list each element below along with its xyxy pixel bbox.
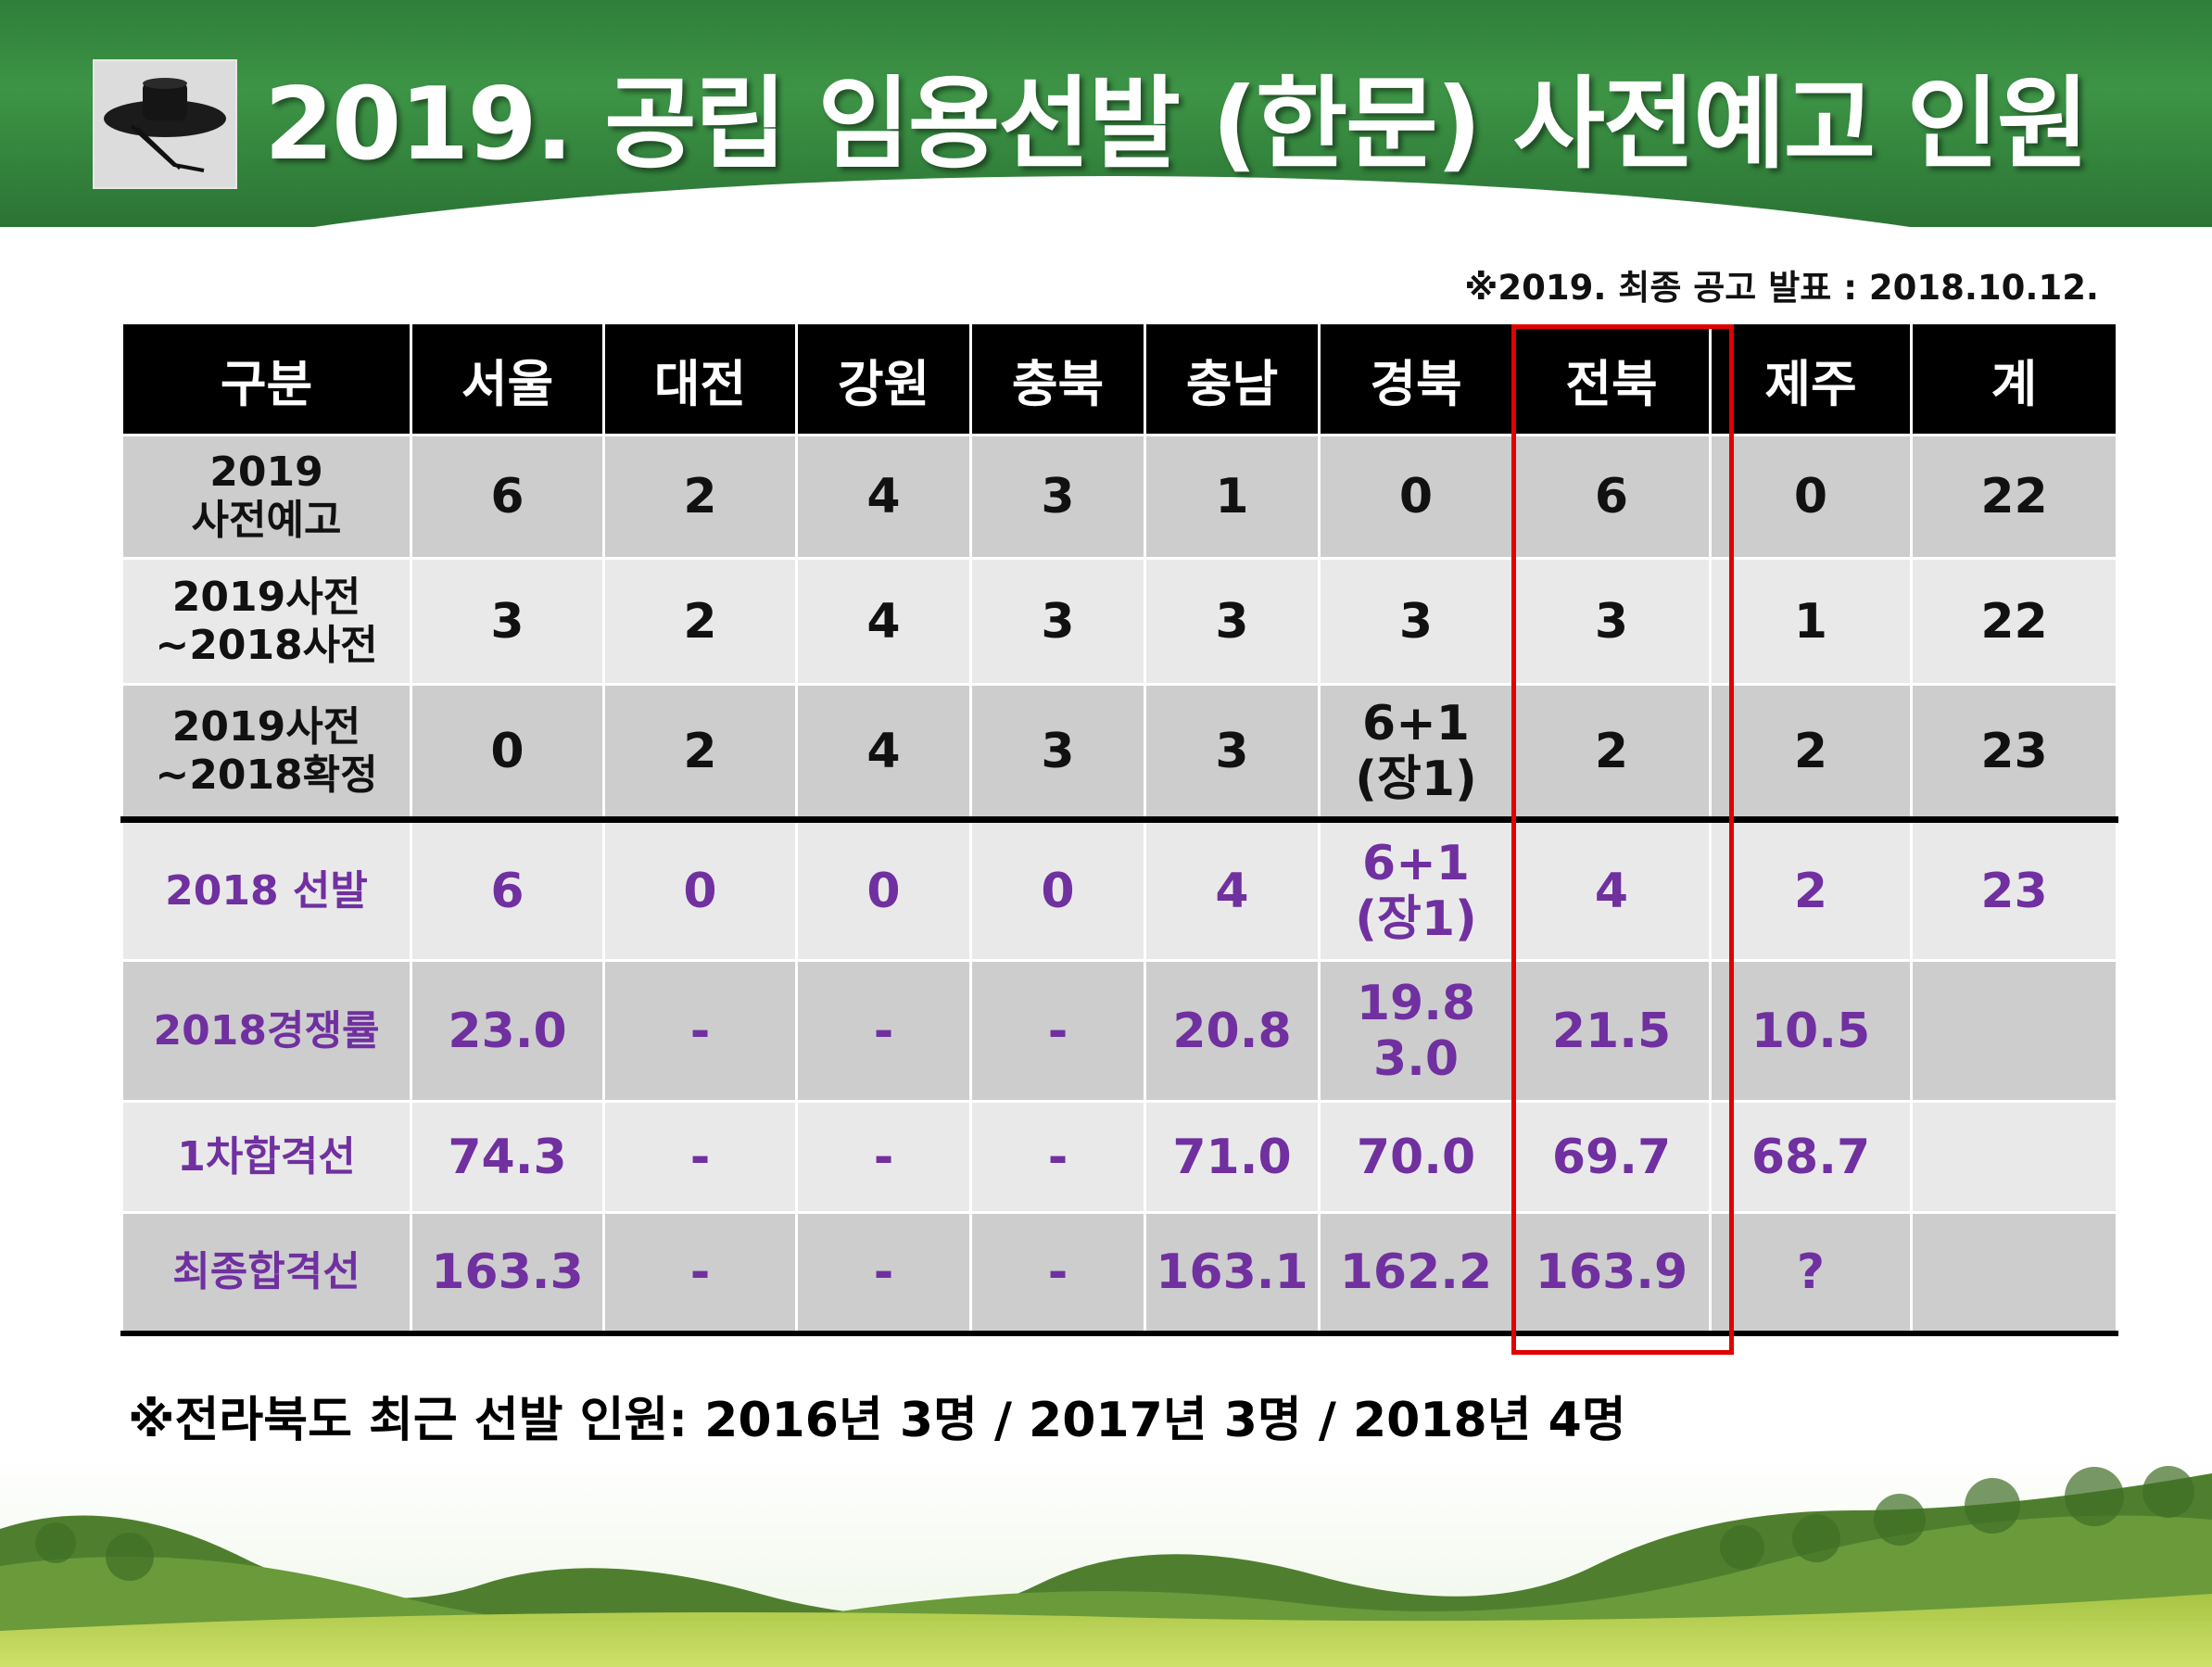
page-title: 2019. 공립 임용선발 (한문) 사전예고 인원 [264,67,2089,183]
table-row: 2018 선발 6 0 0 0 4 6+1 (장1) 4 2 23 [120,816,2118,962]
header-cell: 경북 [1318,322,1514,436]
table-cell: 10.5 [1709,959,1913,1103]
table-cell: 6+1 (장1) [1318,816,1514,962]
header-cell: 강원 [795,322,972,436]
table-cell: 23 [1910,683,2118,821]
table-cell: 6+1 (장1) [1318,683,1514,821]
jeonbuk-recent-note: ※전라북도 최근 선발 인원: 2016년 3명 / 2017년 3명 / 20… [128,1393,1626,1448]
table-cell: 3 [969,434,1146,560]
table-cell: 22 [1910,557,2118,686]
table-cell: 68.7 [1709,1100,1913,1214]
table-cell: 0 [969,816,1146,962]
table-row: 최종합격선 163.3 - - - 163.1 162.2 163.9 ? [120,1211,2118,1336]
table-cell: 3 [1144,557,1321,686]
table-cell: 163.3 [410,1211,605,1336]
table-cell: 3 [1511,557,1712,686]
table-cell: 2 [602,683,798,821]
table-cell: 0 [1318,434,1514,560]
table-cell: 23.0 [410,959,605,1103]
table-cell: 3 [1318,557,1514,686]
table-cell: 3 [969,557,1146,686]
table-cell: - [969,1100,1146,1214]
table-cell: 20.8 [1144,959,1321,1103]
row-label: 2019 사전예고 [120,434,412,560]
table-cell: 6 [410,816,605,962]
table-cell [1910,1211,2118,1336]
table-cell: 4 [1144,816,1321,962]
header-cell: 충북 [969,322,1146,436]
announcement-date-note: ※2019. 최종 공고 발표 : 2018.10.12. [1464,268,2099,308]
table-row: 2018경쟁률 23.0 - - - 20.8 19.8 3.0 21.5 10.… [120,959,2118,1103]
row-label: 2019사전 ~2018사전 [120,557,412,686]
table-cell: 2 [602,557,798,686]
table-cell: - [602,1100,798,1214]
gat-hat-icon [93,59,237,189]
table-cell: 2 [602,434,798,560]
table-cell: 0 [602,816,798,962]
table-cell [1910,1100,2118,1214]
table-cell: - [969,1211,1146,1336]
table-cell: 4 [795,557,972,686]
row-label: 2018경쟁률 [120,959,412,1103]
row-label: 최종합격선 [120,1211,412,1336]
table-cell: 22 [1910,434,2118,560]
table-cell [1910,959,2118,1103]
table-cell: 70.0 [1318,1100,1514,1214]
header-banner [0,0,2212,227]
table-header-row: 구분 서울 대전 강원 충북 충남 경북 전북 제주 계 [120,322,2118,436]
table-cell: 21.5 [1511,959,1712,1103]
table-cell: 71.0 [1144,1100,1321,1214]
table-cell: - [795,959,972,1103]
table-cell: 0 [795,816,972,962]
table-cell: 2 [1511,683,1712,821]
table-cell: 162.2 [1318,1211,1514,1336]
table-cell: 23 [1910,816,2118,962]
table-cell: 4 [795,434,972,560]
table-cell: - [602,959,798,1103]
header-cell: 전북 [1511,322,1712,436]
table-cell: 19.8 3.0 [1318,959,1514,1103]
table-cell: 163.9 [1511,1211,1712,1336]
table-cell: 3 [1144,683,1321,821]
table-cell: 3 [969,683,1146,821]
table-cell: 6 [1511,434,1712,560]
header-cell: 대전 [602,322,798,436]
table-cell: - [795,1211,972,1336]
table-cell: 0 [1709,434,1913,560]
table-cell: 69.7 [1511,1100,1712,1214]
header-cell: 제주 [1709,322,1913,436]
row-label: 2018 선발 [120,816,412,962]
table-row: 2019사전 ~2018확정 0 2 4 3 3 6+1 (장1) 2 2 23 [120,683,2118,821]
table-cell: - [969,959,1146,1103]
recruitment-table: 구분 서울 대전 강원 충북 충남 경북 전북 제주 계 2019 사전예고 6 … [120,322,2118,1336]
table-row: 2019 사전예고 6 2 4 3 1 0 6 0 22 [120,434,2118,560]
table-cell: 4 [1511,816,1712,962]
header-cell: 계 [1910,322,2118,436]
table-row: 1차합격선 74.3 - - - 71.0 70.0 69.7 68.7 [120,1100,2118,1214]
table-cell: 3 [410,557,605,686]
table-cell: 6 [410,434,605,560]
header-cell: 충남 [1144,322,1321,436]
table-cell: 163.1 [1144,1211,1321,1336]
table-cell: 1 [1144,434,1321,560]
header-cell: 구분 [120,322,412,436]
table-row: 2019사전 ~2018사전 3 2 4 3 3 3 3 1 22 [120,557,2118,686]
table-cell: 0 [410,683,605,821]
table-cell: 1 [1709,557,1913,686]
table-cell: - [602,1211,798,1336]
table-cell: 2 [1709,816,1913,962]
table-cell: 2 [1709,683,1913,821]
table-cell: - [795,1100,972,1214]
header-cell: 서울 [410,322,605,436]
row-label: 2019사전 ~2018확정 [120,683,412,821]
table-cell: 74.3 [410,1100,605,1214]
row-label: 1차합격선 [120,1100,412,1214]
table-cell: ? [1709,1211,1913,1336]
table-cell: 4 [795,683,972,821]
grass-field-decoration [0,1455,2212,1667]
